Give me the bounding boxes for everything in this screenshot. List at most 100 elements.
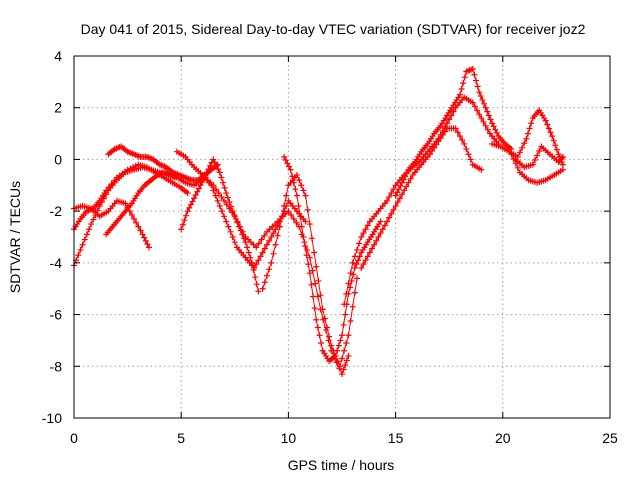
data-point [316, 332, 323, 339]
data-point [229, 234, 236, 240]
data-point [214, 197, 221, 204]
series-sat-f [173, 148, 309, 272]
data-point [281, 153, 288, 160]
y-tick-label: 4 [54, 48, 62, 64]
data-point [536, 148, 543, 155]
data-point [308, 235, 315, 242]
data-point [290, 215, 297, 222]
data-point [255, 240, 262, 247]
data-point [218, 208, 225, 215]
data-point [283, 192, 290, 199]
data-point [351, 253, 358, 260]
data-point [559, 166, 566, 173]
x-tick-label: 0 [70, 430, 78, 446]
data-point [319, 306, 326, 313]
data-point [478, 166, 485, 173]
data-point [469, 65, 476, 72]
data-point [293, 192, 300, 199]
data-point [490, 123, 497, 130]
data-point [302, 192, 309, 199]
data-point [296, 177, 303, 184]
data-point [485, 112, 492, 119]
data-point [276, 223, 283, 230]
data-point [255, 257, 262, 264]
data-point [111, 177, 118, 184]
data-point [474, 107, 481, 114]
data-point [375, 234, 382, 240]
data-point [386, 193, 393, 200]
data-point [454, 129, 461, 136]
data-point [292, 186, 299, 193]
data-point [492, 126, 499, 133]
data-point [192, 191, 199, 198]
data-point [210, 187, 217, 194]
data-point [317, 292, 324, 299]
data-point [545, 125, 552, 132]
data-point [337, 337, 344, 344]
data-point [287, 166, 294, 173]
data-point [184, 208, 191, 215]
data-point [529, 161, 536, 168]
data-point [216, 202, 223, 209]
data-point [272, 226, 279, 233]
data-point [223, 201, 230, 208]
data-point [473, 77, 479, 84]
data-point [450, 108, 457, 115]
data-point [474, 83, 481, 90]
data-point [234, 218, 241, 225]
data-point [75, 252, 82, 259]
data-point [469, 99, 476, 106]
data-point [351, 265, 358, 272]
data-point [223, 218, 230, 225]
data-point [96, 202, 103, 209]
data-point [334, 347, 341, 354]
series-layer [71, 65, 566, 378]
y-tick-label: -6 [50, 307, 63, 323]
data-point [552, 142, 559, 149]
data-point [396, 195, 403, 202]
data-point [377, 218, 384, 225]
data-point [181, 217, 188, 224]
data-point [349, 259, 356, 266]
data-point [212, 192, 219, 199]
data-point [179, 221, 186, 228]
data-point [250, 266, 257, 273]
data-point [355, 257, 362, 264]
data-point [306, 221, 313, 228]
data-point [403, 183, 410, 190]
series-sat-h [199, 171, 352, 378]
data-point [263, 272, 270, 279]
data-point [311, 249, 318, 256]
data-point [184, 190, 191, 197]
data-point [446, 116, 453, 123]
data-point [479, 96, 486, 103]
data-point [456, 91, 463, 98]
plot-frame [73, 55, 611, 419]
data-point [288, 212, 295, 219]
data-point [124, 166, 131, 173]
data-point [270, 230, 277, 237]
grid-layer [74, 56, 610, 418]
data-point [433, 141, 440, 148]
data-point [544, 121, 551, 128]
data-point [108, 180, 115, 187]
x-tick-label: 5 [177, 430, 185, 446]
data-point [218, 174, 225, 181]
data-point [332, 352, 339, 359]
data-point [347, 318, 354, 325]
data-point [452, 125, 459, 132]
data-point [458, 85, 465, 92]
data-point [210, 156, 217, 163]
data-point [285, 208, 292, 215]
data-point [281, 202, 288, 209]
x-tick-label: 20 [495, 430, 511, 446]
data-point [229, 209, 236, 216]
data-point [218, 193, 225, 200]
data-point [484, 126, 491, 133]
data-point [203, 169, 210, 176]
data-point [199, 179, 206, 186]
data-point [79, 241, 86, 248]
data-point [373, 237, 380, 244]
data-point [471, 71, 478, 78]
